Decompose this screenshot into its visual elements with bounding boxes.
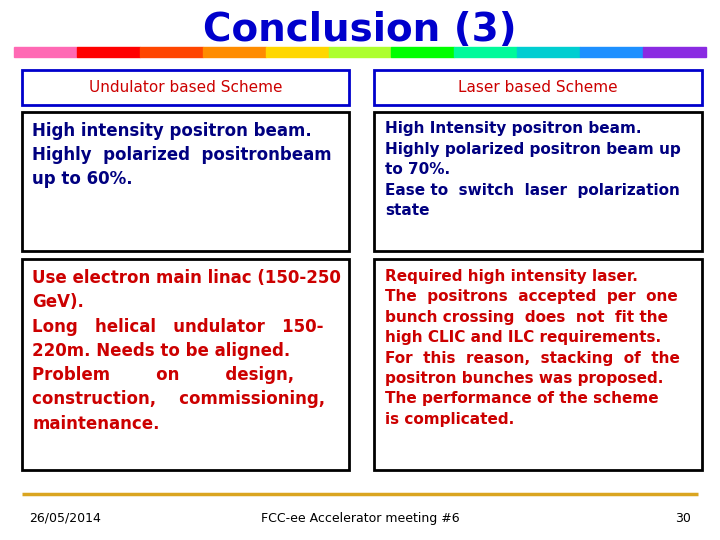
Text: Undulator based Scheme: Undulator based Scheme (89, 80, 282, 95)
FancyBboxPatch shape (22, 112, 349, 251)
Bar (77, 47, 140, 57)
Bar (140, 47, 203, 57)
Text: High intensity positron beam.
Highly  polarized  positronbeam
up to 60%.: High intensity positron beam. Highly pol… (32, 122, 332, 188)
Text: 26/05/2014: 26/05/2014 (29, 512, 101, 525)
Bar (203, 47, 266, 57)
Text: FCC-ee Accelerator meeting #6: FCC-ee Accelerator meeting #6 (261, 512, 459, 525)
FancyBboxPatch shape (374, 112, 702, 251)
Bar (643, 47, 706, 57)
Bar (14, 47, 77, 57)
FancyBboxPatch shape (374, 70, 702, 105)
Text: Required high intensity laser.
The  positrons  accepted  per  one
bunch crossing: Required high intensity laser. The posit… (385, 269, 680, 427)
Bar (392, 47, 454, 57)
Bar (517, 47, 580, 57)
Text: High Intensity positron beam.
Highly polarized positron beam up
to 70%.
Ease to : High Intensity positron beam. Highly pol… (385, 122, 681, 218)
Text: Laser based Scheme: Laser based Scheme (459, 80, 618, 95)
FancyBboxPatch shape (22, 259, 349, 470)
FancyBboxPatch shape (22, 70, 349, 105)
FancyBboxPatch shape (374, 259, 702, 470)
Bar (580, 47, 643, 57)
Text: 30: 30 (675, 512, 691, 525)
Bar (454, 47, 517, 57)
Text: Use electron main linac (150-250
GeV).
Long   helical   undulator   150-
220m. N: Use electron main linac (150-250 GeV). L… (32, 269, 341, 433)
Text: Conclusion (3): Conclusion (3) (203, 11, 517, 49)
Bar (328, 47, 392, 57)
Bar (266, 47, 328, 57)
